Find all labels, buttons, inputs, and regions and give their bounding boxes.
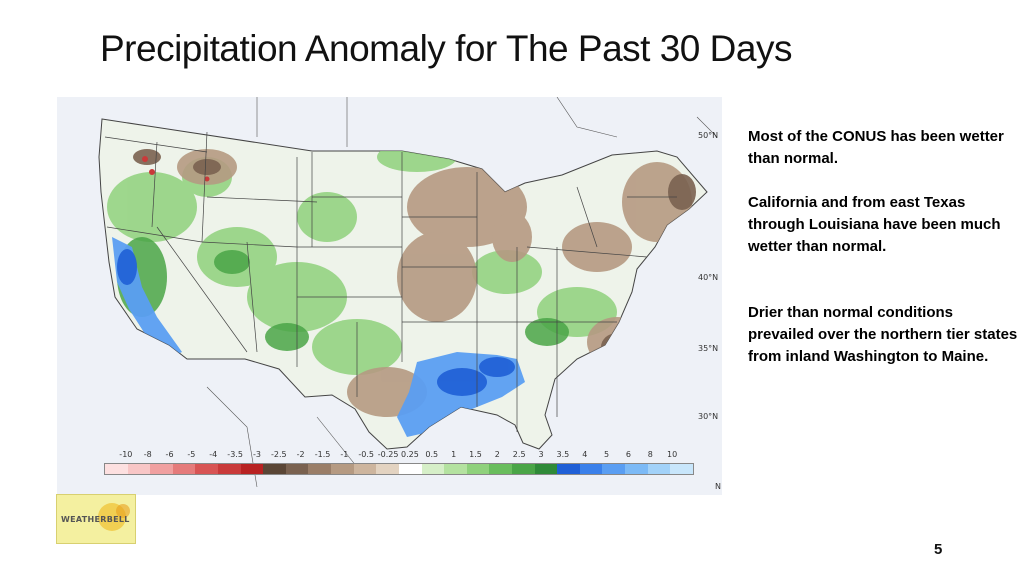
weatherbell-logo: WEATHERBELL bbox=[56, 494, 136, 544]
legend-tick-label: 10 bbox=[667, 450, 678, 459]
map-canvas bbox=[57, 97, 722, 495]
legend-tick-label: 6 bbox=[625, 450, 631, 459]
legend-color-bar bbox=[104, 463, 694, 475]
lat-label-50: 50°N bbox=[698, 131, 719, 140]
legend-swatch bbox=[602, 464, 626, 474]
logo-text: WEATHERBELL bbox=[61, 515, 130, 524]
legend-swatch bbox=[466, 464, 490, 474]
page-number: 5 bbox=[934, 541, 943, 558]
legend-tick-label: 3 bbox=[538, 450, 544, 459]
note-drier: Drier than normal conditions prevailed o… bbox=[748, 304, 1018, 365]
legend-tick-label: -10 bbox=[119, 450, 133, 459]
legend-swatch bbox=[172, 464, 196, 474]
legend-tick-label: 0.5 bbox=[425, 450, 439, 459]
legend-tick-labels: -10 -8 -6 -5 -4 -3.5 -3 -2.5 -2 -1.5 -1 -0.5 -0.25 0.… bbox=[104, 450, 694, 462]
precipitation-anomaly-map: 50°N 40°N 35°N 30°N N -10 -8 -6 -5 -4 -3.5 -3 -… bbox=[57, 97, 722, 495]
legend-swatch bbox=[534, 464, 558, 474]
legend-swatch bbox=[444, 464, 467, 474]
legend-tick-label: -2.5 bbox=[271, 450, 287, 459]
legend-tick-label: 1.5 bbox=[469, 450, 482, 459]
legend-swatch bbox=[105, 464, 128, 474]
legend-swatch bbox=[557, 464, 580, 474]
lat-label-40: 40°N bbox=[698, 273, 719, 282]
legend-swatch bbox=[398, 464, 422, 474]
note-wetter: Most of the CONUS has been wetter than n… bbox=[748, 128, 1004, 167]
legend-swatch bbox=[195, 464, 219, 474]
legend-swatch bbox=[376, 464, 399, 474]
legend-tick-label: -3 bbox=[252, 450, 261, 459]
legend-tick-label: -8 bbox=[143, 450, 152, 459]
legend-swatch bbox=[579, 464, 603, 474]
legend-tick-label: -4 bbox=[209, 450, 218, 459]
legend-tick-label: -1 bbox=[340, 450, 349, 459]
legend-swatch bbox=[353, 464, 377, 474]
legend-swatch bbox=[218, 464, 241, 474]
lat-label-35: 35°N bbox=[698, 344, 719, 353]
legend-swatch bbox=[647, 464, 671, 474]
legend-tick-label: 2 bbox=[494, 450, 500, 459]
legend-swatch bbox=[625, 464, 648, 474]
legend-tick-label: 5 bbox=[604, 450, 610, 459]
legend-tick-label: -3.5 bbox=[227, 450, 243, 459]
legend-tick-label: -0.25 bbox=[377, 450, 399, 459]
legend-swatch bbox=[308, 464, 332, 474]
note-california-texas: California and from east Texas through L… bbox=[748, 194, 1001, 255]
legend-swatch bbox=[511, 464, 535, 474]
legend-swatch bbox=[670, 464, 693, 474]
legend-tick-label: -1.5 bbox=[314, 450, 331, 459]
legend-tick-label: -5 bbox=[187, 450, 196, 459]
legend-tick-label: -0.5 bbox=[358, 450, 375, 459]
legend-swatch bbox=[421, 464, 445, 474]
legend-tick-label: 2.5 bbox=[512, 450, 526, 459]
legend-swatch bbox=[285, 464, 309, 474]
legend-tick-label: 1 bbox=[451, 450, 457, 459]
legend-tick-label: 3.5 bbox=[556, 450, 570, 459]
legend-tick-label: -2 bbox=[296, 450, 305, 459]
notes-panel: Most of the CONUS has been wetter than n… bbox=[748, 126, 1018, 390]
north-label: N bbox=[715, 482, 721, 491]
legend-swatch bbox=[127, 464, 151, 474]
legend-swatch bbox=[240, 464, 264, 474]
legend-tick-label: -6 bbox=[165, 450, 174, 459]
lat-label-30: 30°N bbox=[698, 412, 719, 421]
legend-tick-label: 8 bbox=[647, 450, 653, 459]
legend-swatch bbox=[331, 464, 354, 474]
legend-tick-label: 4 bbox=[582, 450, 588, 459]
legend-tick-label: 0.25 bbox=[401, 450, 419, 459]
legend-swatch bbox=[489, 464, 512, 474]
slide-title: Precipitation Anomaly for The Past 30 Da… bbox=[100, 28, 792, 69]
legend-swatch bbox=[150, 464, 173, 474]
legend-swatch bbox=[263, 464, 286, 474]
